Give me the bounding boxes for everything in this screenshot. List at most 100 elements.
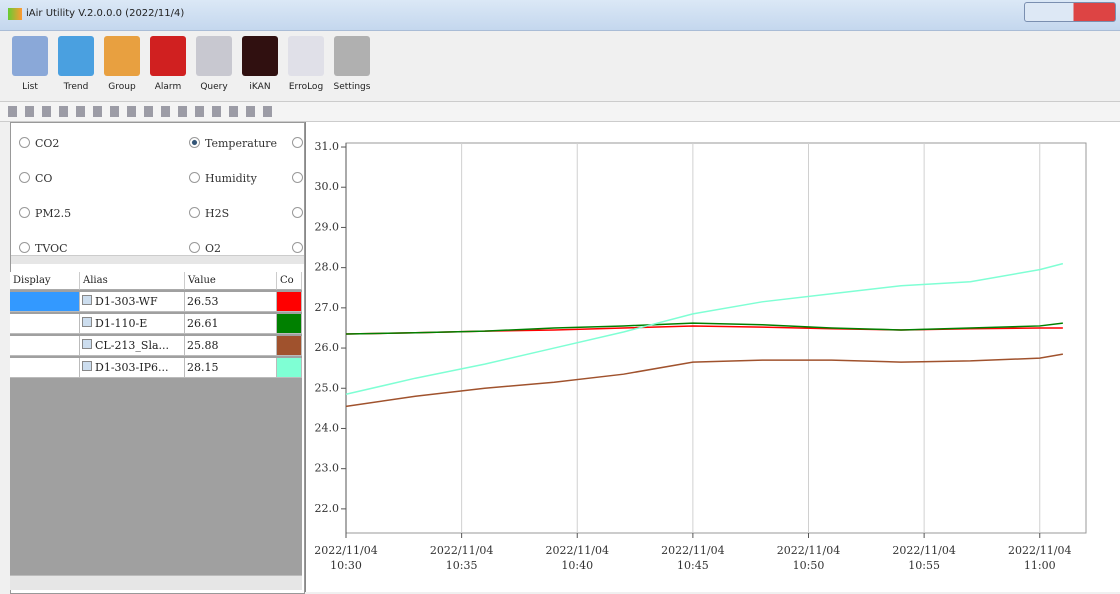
checkbox[interactable]: [82, 361, 92, 371]
toolbar-icon: [150, 36, 186, 76]
radio-option[interactable]: CO2: [19, 137, 59, 150]
radio-label: PM2.5: [35, 207, 72, 220]
toolbar-label: Trend: [63, 82, 89, 92]
radio-group: CO2 Temperature CO Humidity PM2.5 H2S TVOC O2: [11, 123, 304, 263]
alias-text: D1-110-E: [95, 317, 148, 330]
plot-area: [345, 142, 1087, 534]
radio-label: CO2: [35, 137, 60, 150]
value-cell: 26.61: [185, 314, 277, 334]
y-tick-label: 25.0: [315, 381, 340, 394]
row-selector: [10, 292, 80, 312]
radio-circle: [19, 137, 30, 148]
column-header[interactable]: Co: [277, 272, 302, 290]
y-tick-label: 29.0: [315, 220, 340, 233]
y-tick-label: 24.0: [315, 421, 340, 434]
radio-option[interactable]: TVOC: [19, 242, 68, 255]
radio-option[interactable]: [292, 207, 308, 220]
radio-circle: [189, 207, 200, 218]
toolbar-button[interactable]: List: [10, 36, 50, 98]
radio-circle: [292, 207, 303, 218]
radio-circle: [19, 242, 30, 253]
toolbar-button[interactable]: Query: [194, 36, 234, 98]
y-tick-label: 27.0: [315, 301, 340, 314]
toolbar-label: iKAN: [249, 82, 271, 92]
toolbar-button[interactable]: iKAN: [240, 36, 280, 98]
toolbar-button[interactable]: Alarm: [148, 36, 188, 98]
radio-label: O2: [205, 242, 222, 255]
window-title: iAir Utility V.2.0.0.0 (2022/11/4): [26, 8, 185, 19]
radio-label: Humidity: [205, 172, 257, 185]
toolbar-label: Alarm: [154, 82, 182, 92]
series-line: [345, 322, 1063, 335]
radio-option[interactable]: [292, 242, 308, 255]
radio-option[interactable]: H2S: [189, 207, 229, 220]
toolbar-button[interactable]: Trend: [56, 36, 96, 98]
h-scrollbar[interactable]: [10, 575, 302, 590]
checkbox[interactable]: [82, 295, 92, 305]
toolbar-button[interactable]: ErroLog: [286, 36, 326, 98]
x-tick-label: 2022/11/04 10:40: [545, 544, 609, 572]
toolbar-label: Settings: [333, 82, 371, 92]
y-tick-label: 30.0: [315, 180, 340, 193]
toolbar-icon: [196, 36, 232, 76]
series-line: [345, 262, 1064, 396]
y-tick-label: 31.0: [315, 140, 340, 153]
alias-text: D1-303-WF: [95, 295, 158, 308]
alias-cell: D1-303-IP6...: [80, 358, 185, 378]
x-tick-label: 2022/11/04 11:00: [1008, 544, 1072, 572]
checkbox[interactable]: [82, 317, 92, 327]
toolbar-button[interactable]: Group: [102, 36, 142, 98]
toolbar-label: Query: [200, 82, 228, 92]
toolbar-icon: [58, 36, 94, 76]
row-selector: [10, 336, 80, 356]
radio-circle: [189, 137, 200, 148]
y-tick-label: 28.0: [315, 261, 340, 274]
color-cell: [277, 358, 302, 378]
x-tick-label: 2022/11/04 10:35: [429, 544, 494, 572]
x-tick-label: 2022/11/04 10:55: [892, 544, 956, 572]
radio-option[interactable]: PM2.5: [19, 207, 71, 220]
value-cell: 26.53: [185, 292, 277, 312]
toolbar-icon: [104, 36, 140, 76]
radio-circle: [189, 172, 200, 183]
h-scrollbar[interactable]: [11, 255, 304, 264]
toolbar-label: List: [22, 82, 38, 92]
window-controls[interactable]: [1024, 2, 1116, 22]
toolbar-button[interactable]: Settings: [332, 36, 372, 98]
y-tick-label: 26.0: [315, 341, 340, 354]
sensor-table: Display Alias Value Co D1-303-WF 26.53 D1-110-…: [10, 272, 302, 590]
column-header[interactable]: Value: [185, 272, 277, 290]
color-cell: [277, 292, 302, 312]
radio-circle: [292, 137, 303, 148]
radio-label: CO: [35, 172, 53, 185]
row-selector: [10, 358, 80, 378]
alias-cell: D1-110-E: [80, 314, 185, 334]
color-cell: [277, 336, 302, 356]
row-selector: [10, 314, 80, 334]
y-tick-label: 23.0: [315, 462, 340, 475]
radio-option[interactable]: CO: [19, 172, 52, 185]
column-header[interactable]: Alias: [80, 272, 185, 290]
alias-cell: CL-213_Sla...: [80, 336, 185, 356]
radio-option[interactable]: Temperature: [189, 137, 277, 150]
x-tick-label: 2022/11/04 10:45: [661, 544, 725, 572]
radio-option[interactable]: [292, 172, 308, 185]
radio-circle: [19, 207, 30, 218]
y-tick-label: 22.0: [315, 502, 340, 515]
app-icon: [8, 8, 22, 20]
column-header[interactable]: Display: [10, 272, 80, 290]
tool-icons[interactable]: [8, 106, 278, 117]
radio-option[interactable]: O2: [189, 242, 221, 255]
alias-text: CL-213_Sla...: [95, 339, 170, 352]
alias-text: D1-303-IP6...: [95, 361, 169, 374]
checkbox[interactable]: [82, 339, 92, 349]
toolbar-icon: [288, 36, 324, 76]
radio-circle: [19, 172, 30, 183]
value-cell: 28.15: [185, 358, 277, 378]
toolbar: List Trend Group Alarm Query iKAN ErroLog Setti…: [10, 32, 1120, 100]
toolbar-icon: [334, 36, 370, 76]
radio-option[interactable]: Humidity: [189, 172, 257, 185]
color-cell: [277, 314, 302, 334]
radio-option[interactable]: [292, 137, 308, 150]
